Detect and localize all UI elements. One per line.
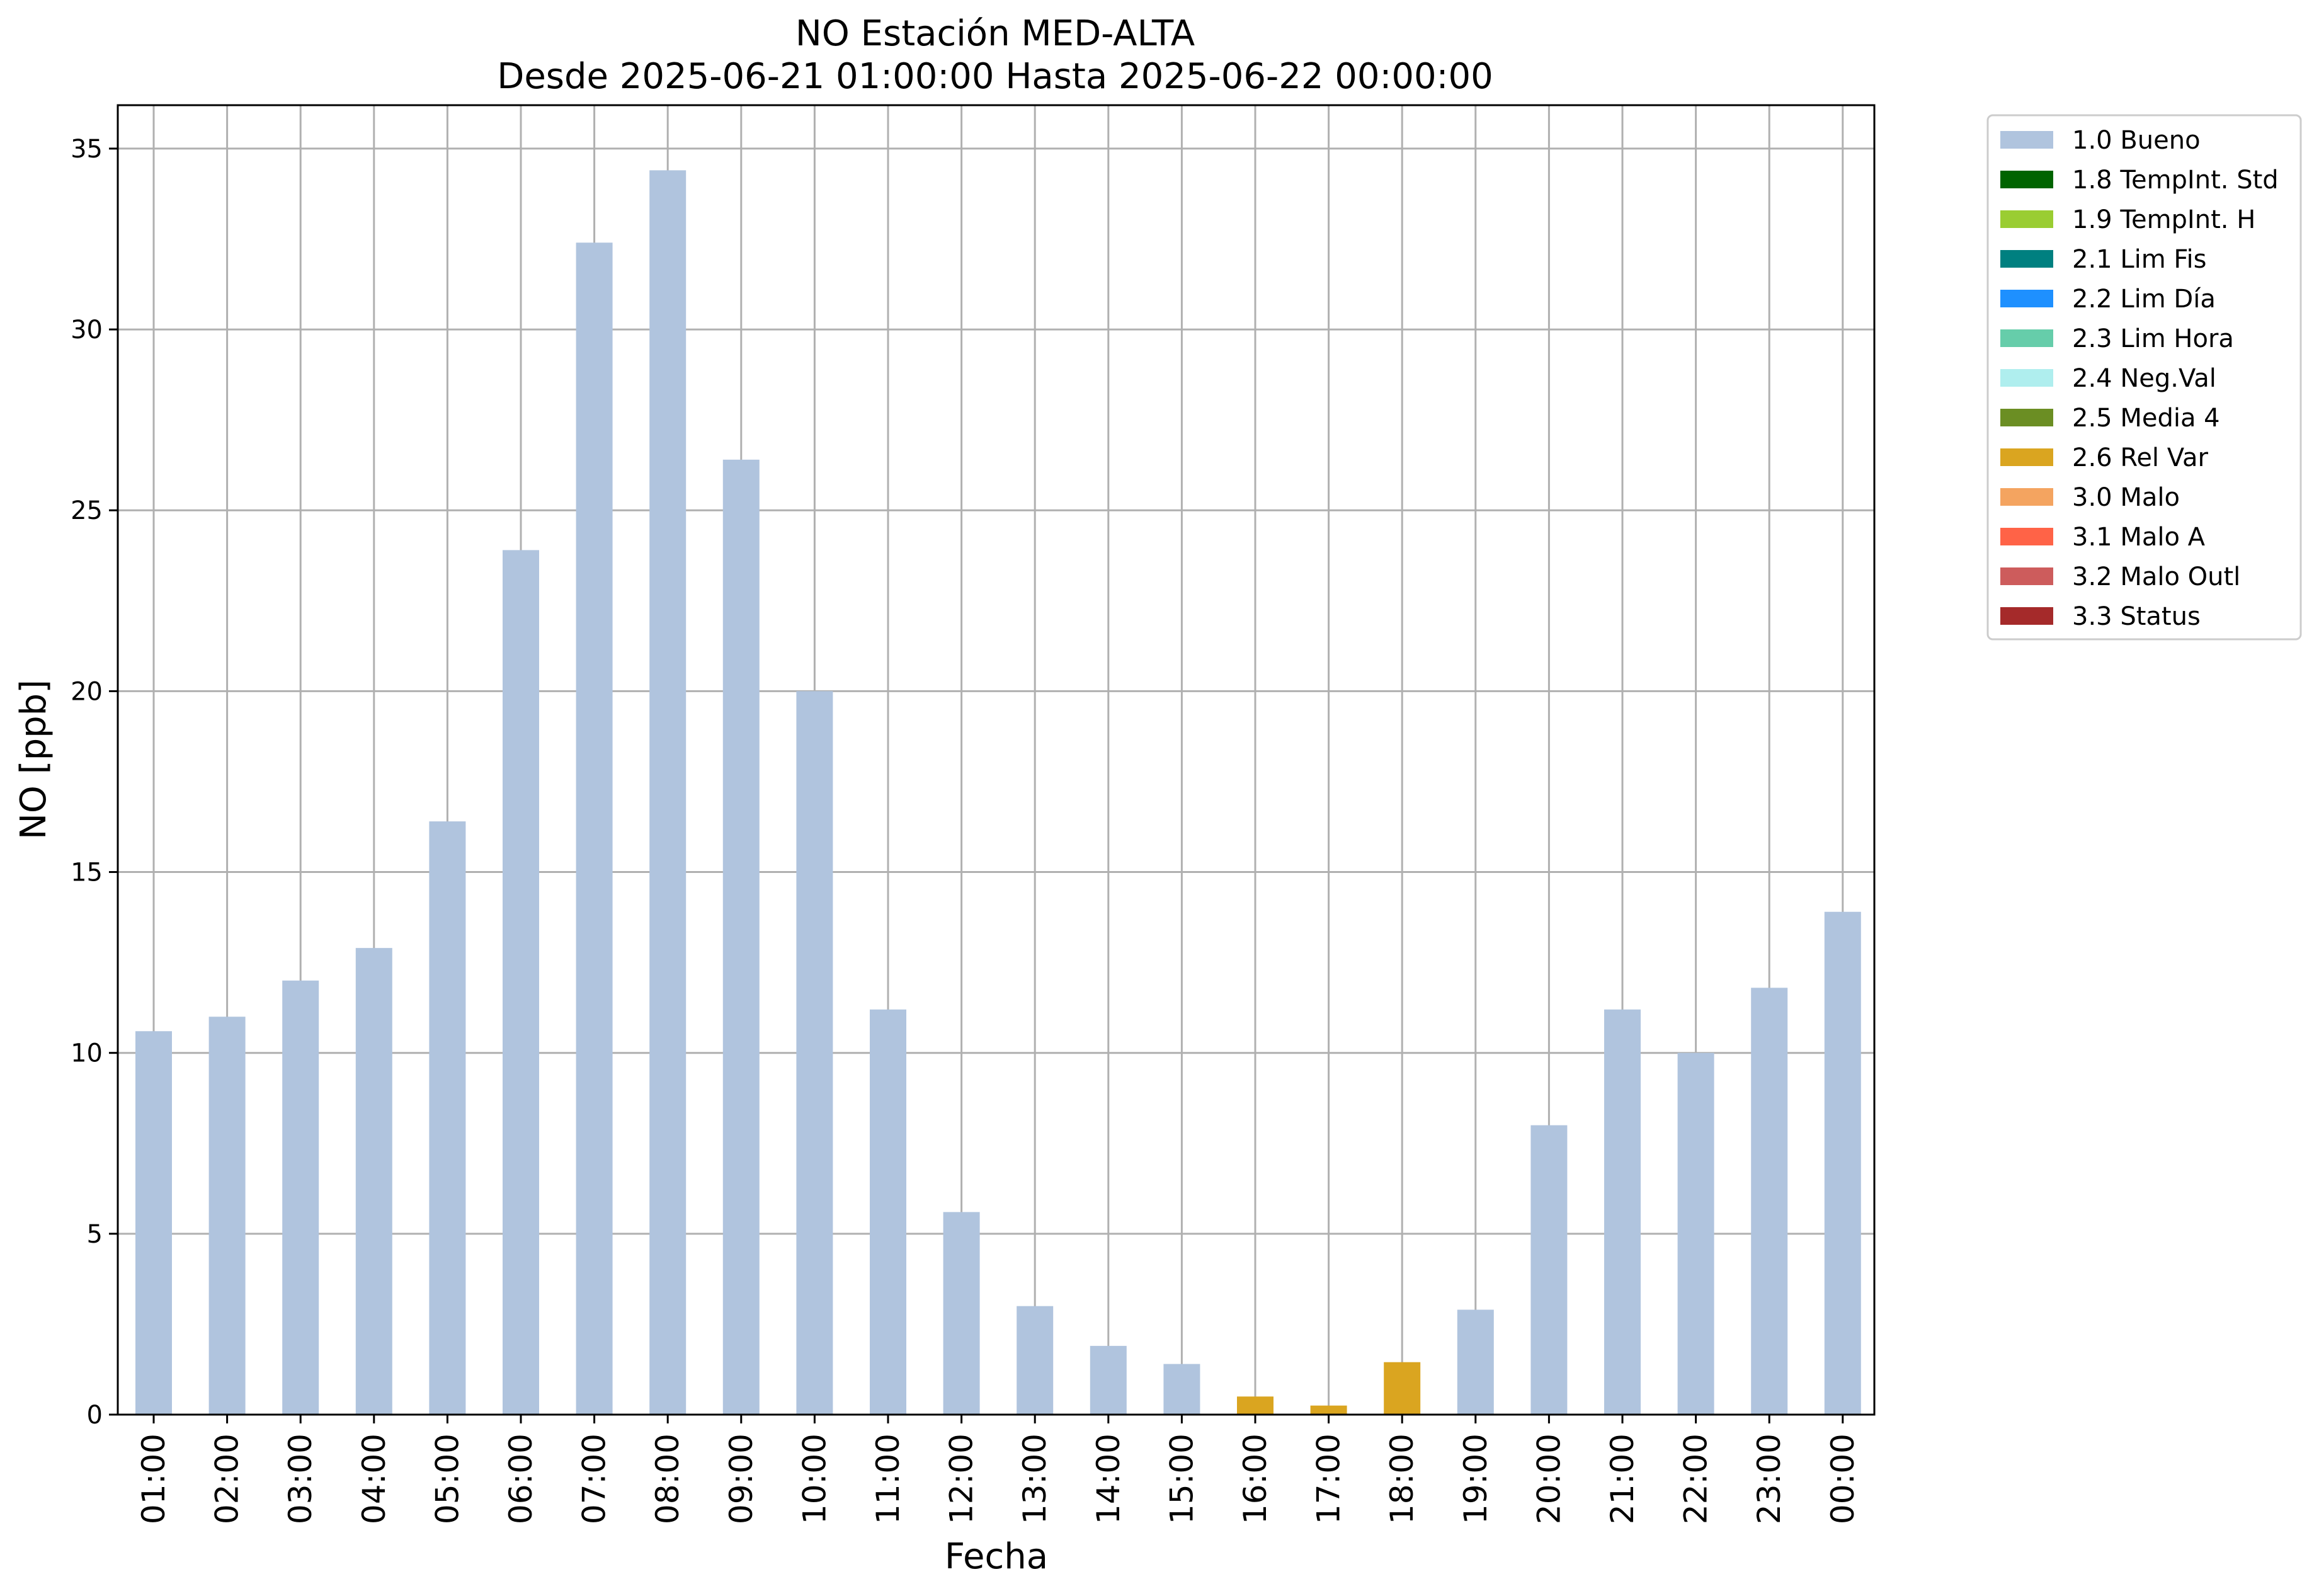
bar	[1017, 1306, 1054, 1415]
y-tick-label: 35	[71, 135, 103, 164]
legend-swatch	[2000, 448, 2053, 466]
bar	[1237, 1396, 1273, 1415]
bars	[135, 170, 1861, 1415]
bar	[503, 550, 539, 1415]
legend-swatch	[2000, 131, 2053, 149]
legend-swatch	[2000, 290, 2053, 307]
legend-swatch	[2000, 488, 2053, 506]
legend-label: 2.1 Lim Fis	[2072, 245, 2206, 274]
x-tick-label: 01:00	[135, 1434, 172, 1524]
x-tick-label: 07:00	[576, 1434, 613, 1524]
legend-label: 2.4 Neg.Val	[2072, 364, 2216, 393]
legend-swatch	[2000, 567, 2053, 585]
legend-swatch	[2000, 607, 2053, 625]
bar	[135, 1031, 172, 1415]
bar	[796, 691, 833, 1415]
legend-swatch	[2000, 369, 2053, 387]
bar	[282, 980, 319, 1415]
x-tick-label: 21:00	[1604, 1434, 1641, 1524]
legend-label: 1.8 TempInt. Std	[2072, 166, 2279, 195]
bar	[1090, 1345, 1127, 1415]
x-tick-label: 14:00	[1090, 1434, 1127, 1524]
x-axis: 01:00 02:00 03:00 04:00 05:00 06:00 07:00 08:00…	[135, 1415, 1861, 1524]
legend-swatch	[2000, 210, 2053, 228]
bar	[208, 1017, 246, 1415]
x-tick-label: 15:00	[1163, 1434, 1200, 1524]
bar	[1457, 1309, 1494, 1415]
chart-subtitle: Desde 2025-06-21 01:00:00 Hasta 2025-06-…	[497, 56, 1493, 97]
bar	[722, 459, 760, 1415]
x-tick-label: 03:00	[282, 1434, 319, 1524]
bar	[1163, 1364, 1200, 1415]
x-tick-label: 09:00	[723, 1434, 760, 1524]
x-tick-label: 18:00	[1384, 1434, 1420, 1524]
bar	[1530, 1125, 1568, 1415]
legend-swatch	[2000, 329, 2053, 347]
bar	[576, 242, 613, 1415]
legend-label: 3.2 Malo Outl	[2072, 562, 2240, 591]
legend-label: 1.0 Bueno	[2072, 126, 2201, 155]
legend: 1.0 Bueno 1.8 TempInt. Std 1.9 TempInt. H 2…	[1986, 114, 2302, 641]
x-tick-label: 16:00	[1237, 1434, 1273, 1524]
legend-swatch	[2000, 409, 2053, 426]
legend-label: 3.3 Status	[2072, 602, 2201, 631]
legend-swatch	[2000, 171, 2053, 188]
legend-label: 2.3 Lim Hora	[2072, 324, 2234, 353]
y-tick-label: 10	[71, 1039, 103, 1068]
y-tick-label: 15	[71, 858, 103, 887]
bar	[1604, 1009, 1641, 1415]
x-tick-label: 00:00	[1825, 1434, 1861, 1524]
x-tick-label: 12:00	[943, 1434, 980, 1524]
x-tick-label: 05:00	[429, 1434, 465, 1524]
x-tick-label: 06:00	[503, 1434, 539, 1524]
bar	[870, 1009, 906, 1415]
chart-title: NO Estación MED-ALTA	[795, 13, 1195, 54]
legend-label: 2.5 Media 4	[2072, 404, 2220, 433]
legend-swatch	[2000, 528, 2053, 545]
legend-label: 3.0 Malo	[2072, 483, 2180, 512]
bar	[1384, 1362, 1421, 1415]
bar	[1824, 911, 1861, 1415]
x-tick-label: 02:00	[209, 1434, 246, 1524]
y-tick-label: 5	[87, 1220, 103, 1249]
bar	[1310, 1405, 1347, 1415]
legend-label: 2.6 Rel Var	[2072, 443, 2209, 472]
legend-label: 1.9 TempInt. H	[2072, 205, 2255, 234]
legend-box	[1986, 114, 2302, 641]
x-tick-label: 04:00	[356, 1434, 392, 1524]
bar	[943, 1212, 980, 1415]
bar	[429, 821, 466, 1415]
x-tick-label: 22:00	[1678, 1434, 1714, 1524]
x-axis-label: Fecha	[945, 1536, 1048, 1577]
legend-label: 3.1 Malo A	[2072, 523, 2206, 552]
x-tick-label: 17:00	[1311, 1434, 1347, 1524]
x-tick-label: 11:00	[870, 1434, 906, 1524]
x-tick-label: 10:00	[796, 1434, 833, 1524]
bar	[1677, 1052, 1714, 1415]
x-tick-label: 19:00	[1457, 1434, 1494, 1524]
bar	[355, 948, 392, 1415]
legend-swatch	[2000, 250, 2053, 268]
bar	[649, 170, 687, 1415]
x-tick-label: 08:00	[649, 1434, 686, 1524]
y-tick-label: 30	[71, 316, 103, 345]
x-tick-label: 23:00	[1751, 1434, 1787, 1524]
y-tick-label: 0	[87, 1401, 103, 1430]
y-tick-label: 20	[71, 677, 103, 706]
legend-label: 2.2 Lim Día	[2072, 285, 2216, 314]
bar	[1751, 988, 1788, 1415]
plot-frame	[117, 104, 1876, 1416]
y-axis: 0 5 10 15 20 25 30 35	[71, 135, 118, 1430]
y-tick-label: 25	[71, 496, 103, 525]
x-tick-label: 13:00	[1017, 1434, 1053, 1524]
y-axis-label: NO [ppb]	[13, 680, 54, 840]
x-tick-label: 20:00	[1530, 1434, 1567, 1524]
